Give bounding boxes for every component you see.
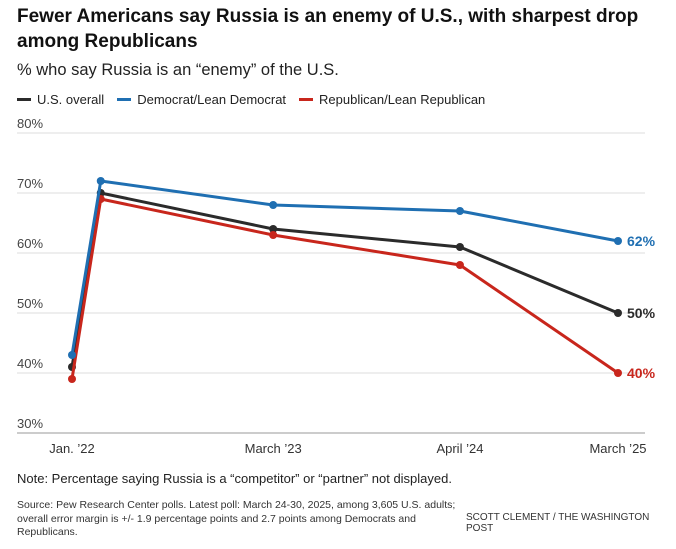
legend-swatch-democrat — [117, 98, 132, 101]
x-tick-label-2: April ’24 — [436, 441, 483, 456]
chart-credit: SCOTT CLEMENT / THE WASHINGTON POST — [466, 512, 650, 534]
end-label-republican: 40% — [627, 365, 656, 381]
point-democrat-2 — [269, 201, 278, 209]
x-tick-label-0: Jan. ’22 — [49, 441, 95, 456]
legend-label-republican: Republican/Lean Republican — [319, 92, 486, 107]
point-republican-3 — [455, 261, 464, 269]
chart-note: Note: Percentage saying Russia is a “com… — [17, 471, 452, 486]
y-tick-label-40: 40% — [17, 356, 43, 371]
series-line-overall — [70, 191, 619, 368]
y-tick-label-60: 60% — [17, 236, 43, 251]
y-tick-label-70: 70% — [17, 176, 43, 191]
chart-title: Fewer Americans say Russia is an enemy o… — [17, 6, 639, 52]
point-democrat-1 — [96, 177, 105, 185]
end-label-democrat: 62% — [627, 233, 656, 249]
point-overall-4 — [614, 309, 622, 317]
chart-subtitle: % who say Russia is an “enemy” of the U.… — [17, 61, 339, 79]
legend-label-overall: U.S. overall — [37, 92, 105, 107]
y-tick-label-30: 30% — [17, 416, 43, 431]
y-tick-label-50: 50% — [17, 296, 43, 311]
line-chart: 30% 40% 50% 60% 70% 80% Jan. ’22 March ’23 April… — [17, 116, 656, 456]
chart-source: Source: Pew Research Center polls. Lates… — [17, 499, 456, 538]
legend: U.S. overall Democrat/Lean Democrat Repu… — [17, 92, 498, 107]
x-tick-label-1: March ’23 — [245, 441, 302, 456]
point-republican-2 — [269, 231, 278, 239]
point-democrat-3 — [455, 207, 464, 215]
legend-label-democrat: Democrat/Lean Democrat — [137, 92, 287, 107]
point-democrat-0 — [68, 351, 76, 359]
point-overall-3 — [455, 243, 464, 251]
legend-item-republican: Republican/Lean Republican — [299, 92, 485, 107]
point-republican-0 — [68, 375, 76, 383]
legend-item-democrat: Democrat/Lean Democrat — [117, 92, 286, 107]
point-republican-4 — [614, 369, 622, 377]
x-tick-label-3: March ’25 — [589, 441, 646, 456]
legend-item-overall: U.S. overall — [17, 92, 104, 107]
legend-swatch-republican — [299, 98, 314, 101]
series-line-democrat — [70, 179, 619, 356]
point-democrat-4 — [614, 237, 622, 245]
y-tick-label-80: 80% — [17, 116, 43, 131]
end-label-overall: 50% — [627, 305, 656, 321]
legend-swatch-overall — [17, 98, 31, 101]
point-overall-2 — [269, 225, 278, 233]
